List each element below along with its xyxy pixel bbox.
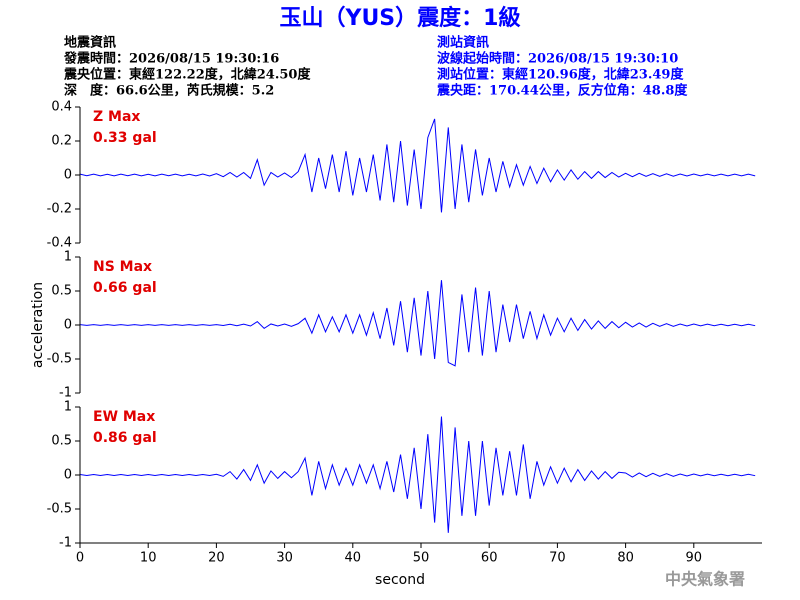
y-tick-label: -1: [59, 386, 72, 401]
trace-name: EW Max: [93, 409, 155, 425]
y-tick-label: -0.4: [47, 236, 72, 251]
trace-name: NS Max: [93, 259, 152, 275]
y-tick-label: -0.5: [47, 352, 72, 367]
info-right: 測站位置：東經120.96度，北緯23.49度: [437, 67, 684, 83]
waveform: [79, 118, 756, 213]
peak-label: 0.66 gal: [93, 280, 157, 296]
x-tick-label: 60: [481, 551, 498, 566]
y-tick-label: 0.5: [51, 434, 72, 449]
x-tick-label: 30: [276, 551, 293, 566]
y-tick-label: -0.2: [47, 202, 72, 217]
y-tick-label: 1: [64, 400, 72, 415]
x-tick-label: 90: [686, 551, 703, 566]
x-tick-label: 80: [617, 551, 634, 566]
trace-name: Z Max: [93, 109, 140, 125]
x-tick-label: 40: [345, 551, 362, 566]
y-tick-label: -0.5: [47, 502, 72, 517]
chart-title: 玉山（YUS）震度：1級: [280, 5, 521, 31]
x-tick-label: 20: [208, 551, 225, 566]
x-tick-label: 50: [413, 551, 430, 566]
source: 中央氣象署: [665, 570, 745, 589]
y-tick-label: 0.2: [51, 134, 72, 149]
x-tick-label: 70: [549, 551, 566, 566]
info-left: 發震時間：2026/08/15 19:30:16: [63, 51, 279, 67]
x-tick-label: 10: [140, 551, 157, 566]
x-axis-label: second: [375, 572, 425, 588]
x-tick-label: 0: [76, 551, 84, 566]
peak-label: 0.86 gal: [93, 430, 157, 446]
y-tick-label: -1: [59, 536, 72, 551]
peak-label: 0.33 gal: [93, 130, 157, 146]
info-right: 測站資訊: [437, 35, 489, 51]
y-tick-label: 0: [64, 318, 72, 333]
info-left: 地震資訊: [64, 35, 116, 51]
info-right: 震央距：170.44公里，反方位角：48.8度: [436, 83, 688, 99]
y-tick-label: 0: [64, 168, 72, 183]
info-left: 深 度：66.6公里，芮氏規模：5.2: [64, 83, 274, 99]
y-tick-label: 0.5: [51, 284, 72, 299]
waveform: [79, 416, 756, 533]
waveform: [79, 280, 756, 367]
y-axis-label: acceleration: [30, 282, 46, 368]
y-tick-label: 0.4: [51, 100, 72, 115]
info-right: 波線起始時間：2026/08/15 19:30:10: [437, 51, 678, 67]
info-left: 震央位置：東經122.22度，北緯24.50度: [63, 67, 311, 83]
y-tick-label: 0: [64, 468, 72, 483]
y-tick-label: 1: [64, 250, 72, 265]
